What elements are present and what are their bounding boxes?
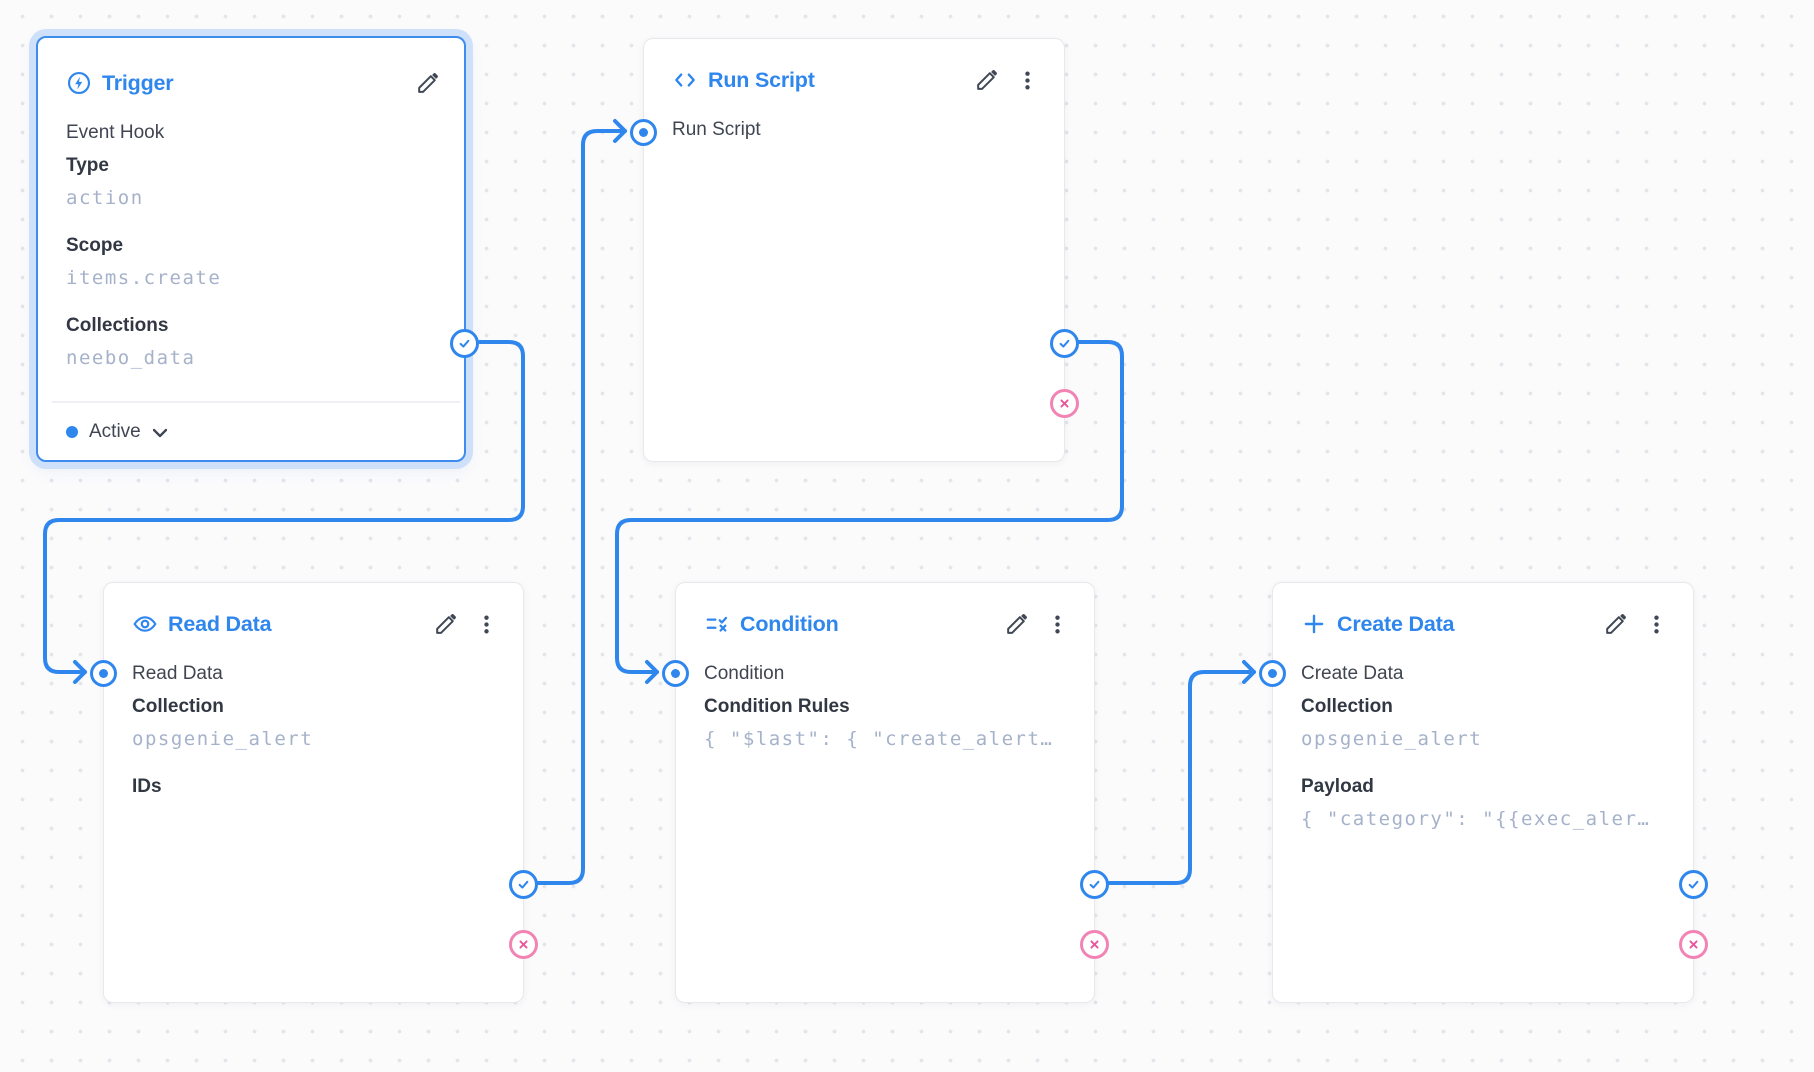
node-trigger[interactable]: Trigger Event Hook Type action Scope ite… xyxy=(36,36,479,462)
reject-port[interactable] xyxy=(1679,930,1708,959)
rule-icon xyxy=(704,611,730,637)
reject-port[interactable] xyxy=(509,930,538,959)
node-condition[interactable]: Condition Condition Condition Rules { "$… xyxy=(662,582,1109,1003)
arrowhead-icon xyxy=(1242,660,1256,684)
kebab-menu-icon[interactable] xyxy=(1015,68,1040,93)
arrowhead-icon xyxy=(645,660,659,684)
field-label: Type xyxy=(66,155,109,176)
resolve-port[interactable] xyxy=(1050,329,1079,358)
kebab-menu-icon[interactable] xyxy=(474,612,499,637)
resolve-port[interactable] xyxy=(1679,870,1708,899)
resolve-port[interactable] xyxy=(509,870,538,899)
node-title-label: Create Data xyxy=(1337,611,1455,636)
operation-port-label: Create Data xyxy=(1301,663,1404,684)
edit-icon[interactable] xyxy=(1004,612,1029,637)
field-label: Collections xyxy=(66,315,169,336)
plus-icon xyxy=(1301,611,1327,637)
node-title-label: Trigger xyxy=(102,70,174,95)
trigger-type-text: Event Hook xyxy=(66,122,165,143)
field-value: neebo_data xyxy=(66,347,196,369)
resolve-port[interactable] xyxy=(450,329,479,358)
field-value: { "category": "{{exec_aler… xyxy=(1301,808,1651,830)
field-label: IDs xyxy=(132,776,162,797)
node-title: Condition xyxy=(704,611,839,637)
arrowhead-icon xyxy=(613,119,627,143)
status-label: Active xyxy=(89,420,141,442)
input-port[interactable] xyxy=(662,660,689,687)
node-title-label: Condition xyxy=(740,611,839,636)
node-read-data[interactable]: Read Data Read Data Collection opsgenie_… xyxy=(90,582,538,1003)
edge-trigger-to-read-data xyxy=(43,340,525,684)
field-value: action xyxy=(66,187,144,209)
arrowhead-icon xyxy=(73,660,87,684)
bolt-circle-icon xyxy=(66,70,92,96)
edge-read-data-to-run-script xyxy=(536,119,627,885)
input-port[interactable] xyxy=(1259,660,1286,687)
field-value: items.create xyxy=(66,267,222,289)
field-value: opsgenie_alert xyxy=(132,728,314,750)
operation-port-label: Read Data xyxy=(132,663,223,684)
code-icon xyxy=(672,67,698,93)
field-label: Collection xyxy=(132,696,224,717)
operation-port-label: Condition xyxy=(704,663,785,684)
field-label: Condition Rules xyxy=(704,696,850,717)
field-value: { "$last": { "create_alert… xyxy=(704,728,1054,750)
field-label: Collection xyxy=(1301,696,1393,717)
node-create-data[interactable]: Create Data Create Data Collection opsge… xyxy=(1259,582,1708,1003)
status-dot xyxy=(66,425,78,438)
eye-icon xyxy=(132,611,158,637)
node-run-script[interactable]: Run Script Run Script xyxy=(630,38,1079,462)
status-dropdown[interactable]: Active xyxy=(52,401,460,460)
kebab-menu-icon[interactable] xyxy=(1045,612,1070,637)
field-value: opsgenie_alert xyxy=(1301,728,1483,750)
chevron-down-icon xyxy=(152,425,168,438)
resolve-port[interactable] xyxy=(1080,870,1109,899)
node-title: Trigger xyxy=(66,70,174,96)
node-title-label: Read Data xyxy=(168,611,272,636)
edit-icon[interactable] xyxy=(415,71,440,96)
edit-icon[interactable] xyxy=(1603,612,1628,637)
node-title: Read Data xyxy=(132,611,272,637)
edit-icon[interactable] xyxy=(974,68,999,93)
operation-port-label: Run Script xyxy=(672,119,761,140)
field-label: Scope xyxy=(66,235,124,256)
input-port[interactable] xyxy=(90,660,117,687)
reject-port[interactable] xyxy=(1050,389,1079,418)
edge-condition-to-create-data xyxy=(1107,660,1256,885)
field-label: Payload xyxy=(1301,776,1374,797)
edit-icon[interactable] xyxy=(433,612,458,637)
kebab-menu-icon[interactable] xyxy=(1644,612,1669,637)
node-title: Create Data xyxy=(1301,611,1455,637)
node-title-label: Run Script xyxy=(708,67,815,92)
node-title: Run Script xyxy=(672,67,815,93)
input-port[interactable] xyxy=(630,119,657,146)
edge-run-script-to-condition xyxy=(615,340,1124,684)
reject-port[interactable] xyxy=(1080,930,1109,959)
